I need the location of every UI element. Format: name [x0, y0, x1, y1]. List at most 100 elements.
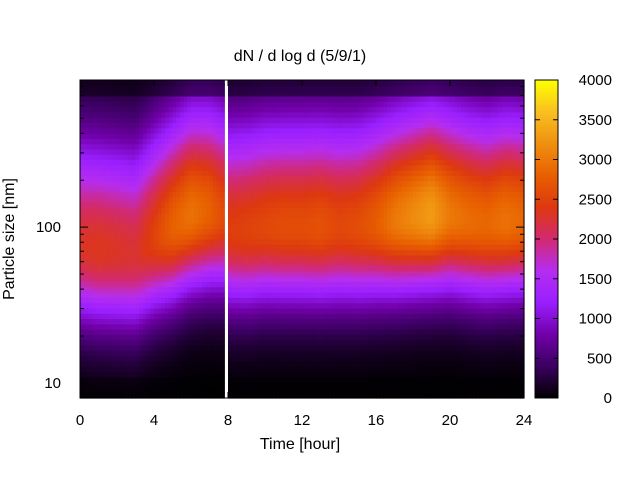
heatmap-cell [290, 360, 296, 367]
heatmap-cell [146, 90, 151, 97]
heatmap-cell [191, 186, 196, 192]
heatmap-cell [124, 286, 129, 293]
heatmap-cell [302, 201, 307, 208]
heatmap-cell [176, 387, 181, 394]
heatmap-cell [209, 334, 214, 341]
heatmap-cell [294, 201, 299, 208]
heatmap-cell [98, 355, 103, 362]
heatmap-cell [202, 201, 207, 208]
heatmap-cell [105, 138, 111, 145]
heatmap-cell [124, 90, 129, 97]
heatmap-cell [387, 249, 392, 256]
heatmap-cell [146, 207, 151, 214]
heatmap-cell [102, 281, 107, 288]
heatmap-cell [253, 106, 259, 113]
heatmap-cell [105, 265, 111, 272]
heatmap-cell [87, 233, 92, 240]
heatmap-cell [172, 329, 177, 335]
heatmap-cell [168, 212, 174, 219]
heatmap-cell [220, 186, 225, 192]
heatmap-cell [290, 196, 296, 203]
heatmap-cell [161, 217, 166, 224]
heatmap-cell [120, 376, 125, 383]
heatmap-cell [294, 276, 299, 282]
heatmap-cell [294, 254, 299, 261]
heatmap-cell [113, 111, 118, 118]
heatmap-cell [294, 297, 299, 304]
heatmap-cell [387, 292, 392, 298]
heatmap-cell [316, 355, 322, 362]
heatmap-cell [320, 212, 325, 219]
heatmap-cell [361, 297, 366, 304]
heatmap-cell [305, 111, 310, 118]
heatmap-cell [109, 133, 114, 139]
heatmap-cell [276, 212, 281, 219]
heatmap-cell [376, 223, 381, 229]
heatmap-cell [324, 122, 329, 129]
heatmap-cell [294, 180, 299, 187]
heatmap-cell [165, 276, 170, 282]
heatmap-cell [187, 323, 192, 330]
heatmap-cell [102, 376, 107, 383]
heatmap-cell [387, 80, 392, 86]
heatmap-cell [198, 180, 203, 187]
heatmap-cell [309, 276, 314, 282]
heatmap-cell [279, 254, 285, 261]
heatmap-cell [368, 334, 373, 341]
heatmap-cell [120, 217, 125, 224]
heatmap-cell [124, 175, 129, 182]
heatmap-cell [387, 270, 392, 277]
heatmap-cell [157, 307, 162, 314]
heatmap-cell [231, 90, 236, 97]
heatmap-cell [209, 366, 214, 373]
heatmap-cell [327, 313, 333, 320]
heatmap-cell [353, 387, 359, 394]
heatmap-cell [142, 244, 148, 251]
heatmap-cell [324, 239, 329, 245]
heatmap-cell [327, 387, 333, 394]
heatmap-cell [327, 186, 333, 192]
heatmap-cell [80, 249, 85, 256]
heatmap-cell [98, 223, 103, 229]
heatmap-cell [383, 276, 388, 282]
heatmap-cell [183, 260, 188, 267]
heatmap-cell [309, 318, 314, 325]
heatmap-cell [176, 217, 181, 224]
heatmap-cell [128, 154, 133, 161]
heatmap-cell [357, 217, 362, 224]
heatmap-cell [353, 276, 359, 282]
heatmap-cell [335, 281, 340, 288]
heatmap-cell [239, 355, 244, 362]
heatmap-cell [335, 392, 340, 399]
heatmap-cell [113, 382, 118, 388]
heatmap-cell [98, 164, 103, 171]
heatmap-cell [298, 111, 303, 118]
heatmap-cell [313, 307, 318, 314]
heatmap-cell [191, 143, 196, 150]
heatmap-cell [339, 196, 344, 203]
heatmap-cell [387, 175, 392, 182]
heatmap-cell [191, 101, 196, 108]
heatmap-cell [235, 164, 240, 171]
heatmap-cell [179, 387, 185, 394]
heatmap-cell [80, 313, 85, 320]
heatmap-cell [128, 350, 133, 357]
heatmap-cell [231, 313, 236, 320]
heatmap-cell [231, 175, 236, 182]
heatmap-cell [231, 122, 236, 129]
heatmap-cell [168, 101, 174, 108]
heatmap-cell [165, 133, 170, 139]
heatmap-cell [261, 366, 266, 373]
heatmap-cell [272, 249, 277, 256]
heatmap-cell [168, 387, 174, 394]
heatmap-cell [261, 355, 266, 362]
heatmap-cell [290, 175, 296, 182]
heatmap-cell [327, 276, 333, 282]
heatmap-cell [194, 281, 199, 288]
heatmap-cell [309, 260, 314, 267]
heatmap-cell [324, 201, 329, 208]
heatmap-cell [353, 233, 359, 240]
heatmap-cell [357, 297, 362, 304]
heatmap-cell [94, 85, 100, 92]
heatmap-cell [327, 286, 333, 293]
